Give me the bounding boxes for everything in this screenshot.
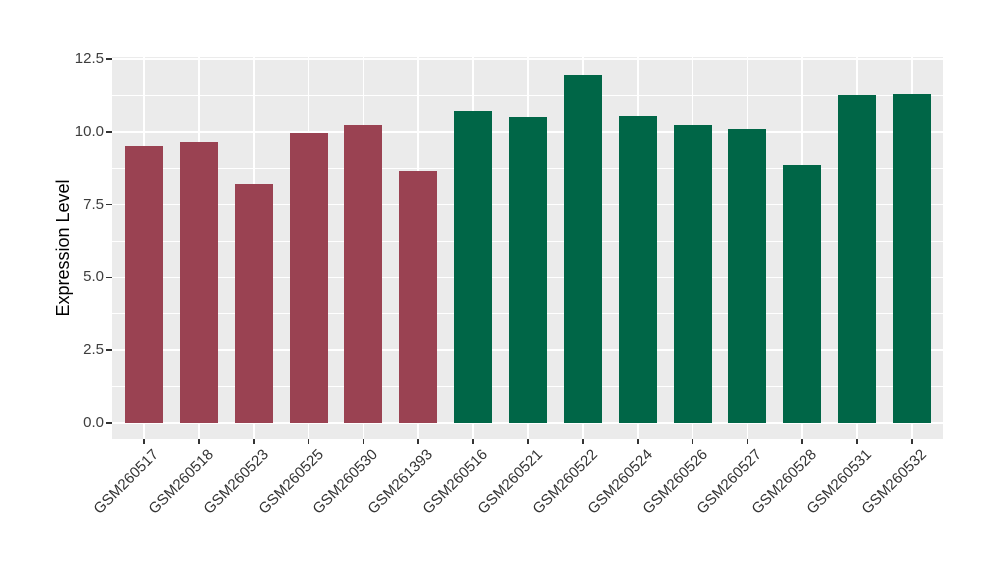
bar	[344, 124, 383, 423]
x-tick-mark	[746, 439, 749, 444]
y-tick-label: 12.5	[74, 50, 104, 67]
bar	[728, 128, 767, 423]
x-tick-mark	[856, 439, 858, 444]
x-tick-mark	[911, 439, 913, 444]
x-tick-mark	[636, 439, 639, 444]
bar	[892, 93, 931, 423]
y-tick-label: 7.5	[83, 195, 104, 213]
bar	[838, 95, 877, 423]
x-tick-mark	[252, 439, 255, 444]
bar	[783, 165, 822, 423]
x-tick-mark	[417, 439, 420, 444]
x-tick-mark	[198, 439, 200, 444]
y-tick-mark	[106, 349, 112, 351]
x-tick-mark	[362, 439, 365, 444]
y-tick-mark	[106, 422, 112, 424]
bar	[618, 115, 657, 423]
plot-panel	[112, 57, 943, 439]
y-tick-label: 5.0	[83, 268, 104, 286]
x-tick-mark	[472, 439, 474, 444]
bar	[673, 124, 712, 423]
bar	[179, 141, 218, 423]
x-tick-mark	[691, 439, 694, 444]
y-tick-label: 10.0	[74, 122, 104, 140]
bar	[234, 184, 273, 423]
y-tick-mark	[106, 276, 112, 279]
bar	[125, 146, 163, 423]
bar	[399, 171, 438, 423]
y-tick-mark	[106, 203, 112, 206]
x-tick-mark	[143, 439, 145, 444]
y-tick-label: 0.0	[83, 414, 104, 431]
x-tick-mark	[527, 439, 529, 444]
y-tick-mark	[106, 58, 112, 60]
bar	[454, 111, 493, 423]
y-tick-mark	[106, 131, 112, 133]
bar	[508, 117, 547, 423]
bar	[563, 75, 602, 423]
x-tick-mark	[307, 439, 310, 444]
bar	[289, 133, 328, 423]
x-tick-mark	[582, 439, 584, 444]
y-tick-label: 2.5	[83, 341, 104, 359]
x-tick-mark	[801, 439, 804, 444]
y-axis-title: Expression Level	[53, 179, 73, 317]
